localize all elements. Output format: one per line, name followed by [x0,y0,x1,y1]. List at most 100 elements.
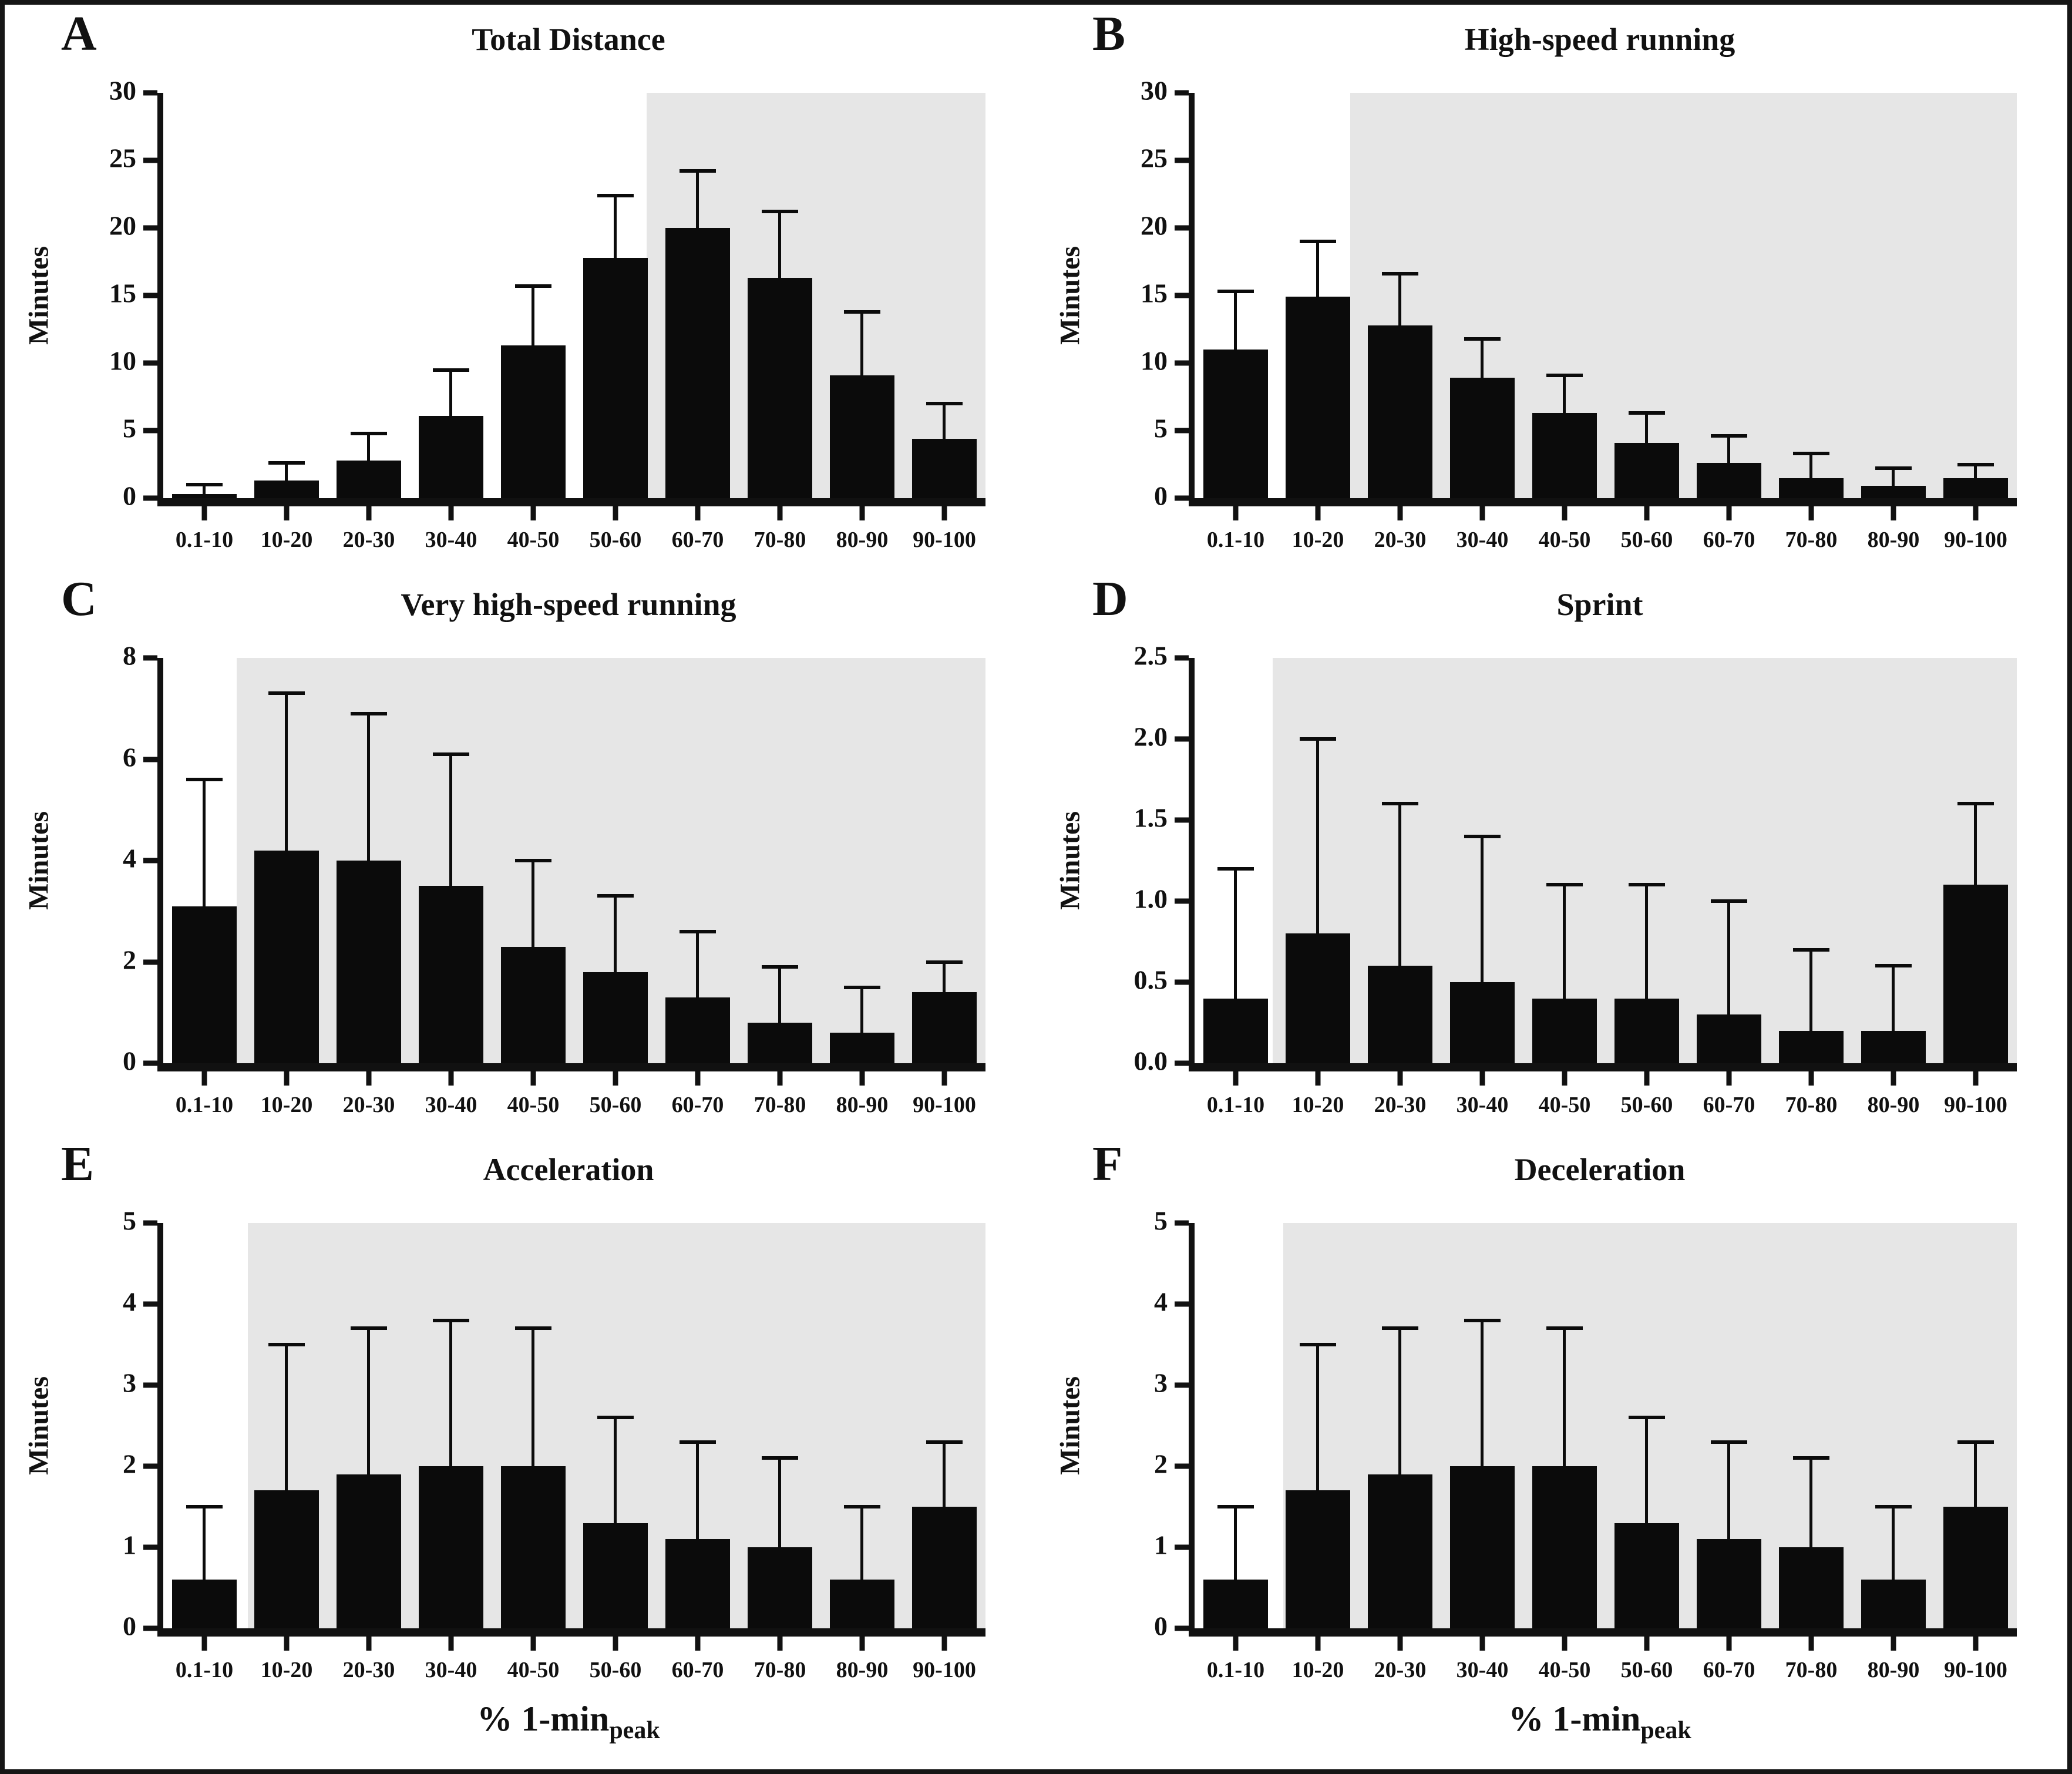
x-axis-tick-label: 80-90 [1867,1658,1920,1682]
panel-letter: E [61,1137,95,1191]
y-axis-tick [1175,157,1189,163]
x-axis-tick-label: 30-40 [425,1093,477,1117]
bar [501,345,566,498]
x-axis-tick-label: 0.1-10 [1206,528,1265,552]
error-bar-cap [1546,1326,1583,1330]
y-axis-tick [1175,1220,1189,1226]
error-bar-cap [515,1326,551,1330]
y-axis-tick-label: 8 [123,640,136,671]
x-axis-tick-label: 20-30 [342,528,395,552]
y-axis-tick-label: 30 [109,75,136,106]
error-bar-cap [926,402,963,405]
bar [830,375,894,498]
bar-group [1852,93,1935,498]
bar [1368,1474,1432,1628]
bar-group [739,1223,821,1628]
panel-title: Sprint [1556,587,1643,622]
error-bar-line [1809,949,1812,1031]
bar-group [739,658,821,1063]
x-axis-tick-label: 70-80 [754,1658,806,1682]
bar-group [1195,1223,1277,1628]
error-bar-line [367,713,370,861]
x-axis-tick [695,506,701,520]
x-axis-tick [695,1071,701,1086]
bar-group [1688,93,1770,498]
x-axis-tick [1726,506,1732,520]
y-axis-tick-label: 0 [123,1046,136,1076]
bar [172,1580,237,1628]
error-bar-line [285,463,288,481]
y-axis-tick-label: 30 [1141,75,1168,106]
error-bar-line [1645,885,1648,999]
bar-group [903,93,985,498]
error-bar-line [1234,1507,1237,1580]
plot-area: 0 2 4 6 8 0.1-10 10-20 20-30 30-40 40-50 50-60 60-7… [123,642,985,1116]
x-axis-tick [366,1071,372,1086]
x-axis-tick-label: 10-20 [1291,528,1344,552]
bar [337,460,401,498]
x-axis-tick [366,506,372,520]
error-bar-cap [1300,240,1336,243]
bar-group [1523,658,1606,1063]
x-axis-tick [1644,1071,1650,1086]
error-bar-cap [597,193,634,197]
error-bar-line [532,1328,534,1466]
bar-group [1606,658,1688,1063]
y-axis-tick [143,1220,157,1226]
x-axis-tick-label: 40-50 [507,1093,560,1117]
bar-group [1359,1223,1441,1628]
x-axis-tick [1808,1637,1814,1651]
error-bar-line [943,404,946,439]
error-bar-line [943,962,946,993]
y-axis-tick-label: 4 [123,1286,136,1317]
error-bar-cap [1546,373,1583,377]
bar-group [245,658,328,1063]
x-axis-tick [1973,1637,1979,1651]
bar [665,1539,730,1628]
y-axis-tick-label: 0.5 [1133,965,1168,995]
panel-title: Acceleration [483,1152,654,1187]
x-axis-tick-label: 10-20 [260,528,313,552]
bar-group [328,93,410,498]
x-axis-tick [1891,1071,1896,1086]
bar [1943,478,2008,498]
bar-group [1277,1223,1359,1628]
x-axis-tick [613,1637,618,1651]
bar-group [328,1223,410,1628]
x-axis-tick-label: 90-100 [913,1658,976,1682]
bar [254,850,319,1063]
bar [1532,998,1597,1063]
bar [1614,442,1679,498]
bar [1861,1580,1926,1628]
x-axis-tick-label: 40-50 [1538,1093,1591,1117]
error-bar-cap [844,310,880,314]
error-bar-line [1727,1442,1730,1540]
error-bar-line [449,369,452,416]
x-axis-tick [201,1637,207,1651]
error-bar-cap [186,778,223,781]
x-axis-tick-label: 60-70 [1703,528,1755,552]
bar [748,278,812,498]
y-axis-label: Minutes [23,246,55,345]
x-axis-tick [941,506,947,520]
error-bar-line [367,1328,370,1474]
x-axis-tick [859,1637,865,1651]
bar [172,906,237,1063]
y-axis-tick [143,360,157,366]
error-bar-line [1398,804,1401,966]
x-axis-tick [1562,1637,1568,1651]
bar [830,1033,894,1063]
x-axis-tick [695,1637,701,1651]
y-axis-tick [1175,1060,1189,1066]
panel-title: Very high-speed running [401,587,736,622]
error-bar-line [1316,1345,1319,1491]
bar [1779,1547,1844,1628]
error-bar-cap [186,1505,223,1508]
y-axis-label: Minutes [1054,1376,1086,1475]
x-axis-tick [448,1637,454,1651]
bar-group [492,658,574,1063]
bar [501,946,566,1063]
error-bar-cap [433,752,469,756]
